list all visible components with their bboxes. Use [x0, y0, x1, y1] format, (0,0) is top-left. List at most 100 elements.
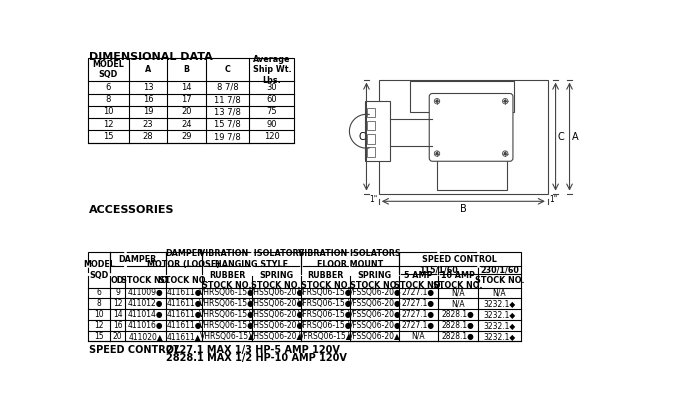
Text: VHRSQ06-15●: VHRSQ06-15●: [199, 310, 255, 319]
Text: VFRSQ06-15●: VFRSQ06-15●: [298, 310, 352, 319]
Text: VHSSQ06-20●: VHSSQ06-20●: [248, 321, 304, 330]
Text: VFSSQ06-20▲: VFSSQ06-20▲: [348, 332, 401, 341]
Text: VHRSQ06-15●: VHRSQ06-15●: [199, 289, 255, 298]
Text: Average
Ship Wt.
Lbs.: Average Ship Wt. Lbs.: [252, 55, 291, 85]
Text: N/A: N/A: [451, 289, 464, 298]
Text: VFRSQ06-15●: VFRSQ06-15●: [298, 321, 352, 330]
Text: 2828.1●: 2828.1●: [441, 310, 475, 319]
Text: VIBRATION ISOLATORS
FLOOR MOUNT: VIBRATION ISOLATORS FLOOR MOUNT: [298, 249, 401, 269]
Text: 411009●: 411009●: [128, 289, 163, 298]
Text: 2727.1●: 2727.1●: [402, 321, 435, 330]
Text: 16: 16: [113, 321, 122, 330]
Text: 13 7/8: 13 7/8: [214, 107, 241, 116]
Text: VFSSQ06-20●: VFSSQ06-20●: [348, 321, 402, 330]
Text: 115/1/60: 115/1/60: [419, 265, 458, 274]
Text: VIBRATION  ISOLATORS
HANGING STYLE: VIBRATION ISOLATORS HANGING STYLE: [198, 249, 304, 269]
Text: 2828.1●: 2828.1●: [441, 321, 475, 330]
Text: STOCK NO.: STOCK NO.: [159, 276, 209, 285]
Text: VFSSQ06-20●: VFSSQ06-20●: [348, 289, 402, 298]
Text: 15 7/8: 15 7/8: [215, 120, 241, 129]
Text: 3232.1◆: 3232.1◆: [483, 310, 516, 319]
Text: 16: 16: [142, 95, 153, 104]
FancyBboxPatch shape: [429, 94, 513, 161]
Text: 2727.1 MAX 1/3 HP-5 AMP 120V: 2727.1 MAX 1/3 HP-5 AMP 120V: [166, 344, 340, 354]
Text: N/A: N/A: [451, 299, 464, 308]
Text: MODEL
SQD: MODEL SQD: [83, 260, 115, 280]
Text: 2727.1●: 2727.1●: [402, 299, 435, 308]
Text: 19 7/8: 19 7/8: [215, 132, 241, 141]
Text: 20: 20: [113, 332, 122, 341]
Text: 75: 75: [267, 107, 277, 116]
Text: 3232.1◆: 3232.1◆: [483, 332, 516, 341]
Text: VFRSQ06-15▲: VFRSQ06-15▲: [298, 332, 352, 341]
Text: C: C: [558, 131, 565, 142]
Circle shape: [504, 100, 506, 102]
Text: 17: 17: [182, 95, 192, 104]
Text: 12: 12: [95, 321, 104, 330]
Text: 1": 1": [549, 195, 558, 204]
Text: 30: 30: [267, 83, 277, 92]
Text: 2727.1●: 2727.1●: [402, 289, 435, 298]
Text: 2828.1●: 2828.1●: [441, 332, 475, 341]
Text: 28: 28: [142, 132, 153, 141]
Text: 8 7/8: 8 7/8: [217, 83, 238, 92]
Text: VFSSQ06-20●: VFSSQ06-20●: [348, 299, 402, 308]
Text: B: B: [460, 204, 466, 214]
Text: VHSSQ06-20●: VHSSQ06-20●: [248, 299, 304, 308]
Text: ACCESSORIES: ACCESSORIES: [89, 205, 175, 215]
Text: STOCK NO.: STOCK NO.: [475, 276, 524, 285]
Bar: [410, 81, 514, 112]
Text: VHSSQ06-20●: VHSSQ06-20●: [248, 289, 304, 298]
Text: 6: 6: [97, 289, 101, 298]
Text: B: B: [184, 65, 190, 74]
Text: SPEED CONTROL: SPEED CONTROL: [423, 254, 497, 264]
Text: VFRSQ06-15●: VFRSQ06-15●: [298, 289, 352, 298]
Bar: [367, 121, 375, 131]
Text: 8: 8: [97, 299, 101, 308]
Circle shape: [436, 100, 438, 102]
Bar: [379, 80, 548, 194]
Bar: [367, 147, 375, 157]
Text: VFSSQ06-20●: VFSSQ06-20●: [348, 310, 402, 319]
Text: N/A: N/A: [493, 289, 506, 298]
Text: 411611●: 411611●: [166, 299, 202, 308]
Text: 3232.1◆: 3232.1◆: [483, 299, 516, 308]
Text: DIMENSIONAL DATA: DIMENSIONAL DATA: [89, 52, 213, 62]
Text: DAMPER
MOTOR (LOOSE): DAMPER MOTOR (LOOSE): [147, 249, 221, 269]
Circle shape: [436, 153, 438, 155]
Text: MODEL
SQD: MODEL SQD: [92, 60, 124, 79]
Bar: [365, 101, 389, 161]
Text: VFRSQ06-15●: VFRSQ06-15●: [298, 299, 352, 308]
Text: 19: 19: [142, 107, 153, 116]
Bar: [367, 108, 375, 117]
Text: 10: 10: [95, 310, 104, 319]
Text: 411012●: 411012●: [128, 299, 163, 308]
Text: VHRSQ06-15●: VHRSQ06-15●: [199, 321, 255, 330]
Text: 3232.1◆: 3232.1◆: [483, 321, 516, 330]
Text: 411611▲: 411611▲: [167, 332, 201, 341]
Text: 2727.1●: 2727.1●: [402, 310, 435, 319]
Text: 11 7/8: 11 7/8: [215, 95, 241, 104]
Text: 12: 12: [103, 120, 113, 129]
Bar: [367, 134, 375, 144]
Bar: [437, 147, 507, 190]
Text: STOCK NO.: STOCK NO.: [121, 276, 170, 285]
Text: RUBBER
STOCK NO.: RUBBER STOCK NO.: [202, 271, 252, 290]
Text: 411611●: 411611●: [166, 310, 202, 319]
Text: DAMPER: DAMPER: [119, 254, 157, 264]
Text: 60: 60: [267, 95, 277, 104]
Text: 13: 13: [142, 83, 153, 92]
Text: 9: 9: [115, 289, 120, 298]
Text: 120: 120: [264, 132, 280, 141]
Text: VHRSQ06-15●: VHRSQ06-15●: [199, 299, 255, 308]
Text: 23: 23: [142, 120, 153, 129]
Text: 20: 20: [182, 107, 192, 116]
Text: 6: 6: [106, 83, 111, 92]
Text: 90: 90: [267, 120, 277, 129]
Text: 5 AMP
STOCK NO.: 5 AMP STOCK NO.: [394, 271, 443, 290]
Text: OD: OD: [111, 276, 124, 285]
Text: SPEED CONTROL: SPEED CONTROL: [89, 344, 180, 354]
Text: 411014●: 411014●: [128, 310, 163, 319]
Bar: [88, 252, 520, 341]
Text: VHSSQ06-20●: VHSSQ06-20●: [248, 310, 304, 319]
